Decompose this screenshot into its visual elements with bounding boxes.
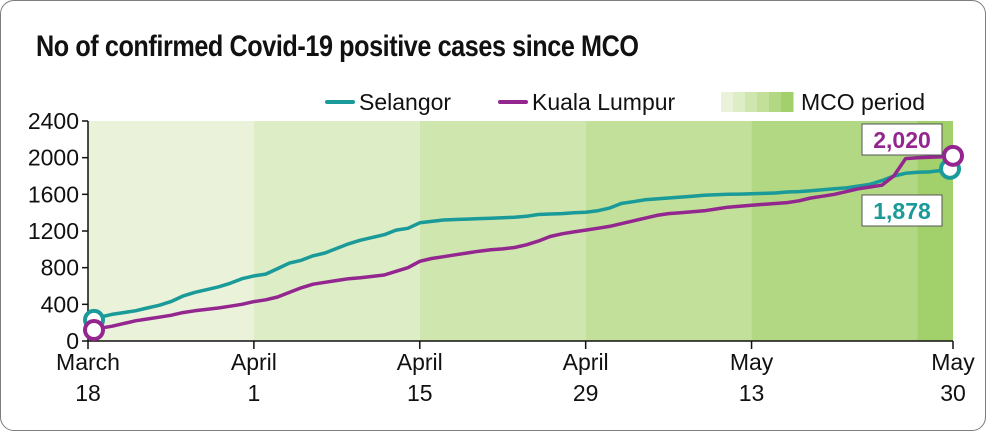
y-tick-label: 2400 bbox=[28, 108, 79, 134]
legend-swatch-mco-period bbox=[781, 92, 794, 112]
x-tick-label: April bbox=[397, 349, 443, 375]
x-tick-label: 18 bbox=[75, 380, 101, 406]
legend-label-selangor: Selangor bbox=[359, 89, 451, 115]
mco-phase-band bbox=[419, 121, 586, 341]
legend-swatch-mco-period bbox=[745, 92, 758, 112]
legend-label-mco-period: MCO period bbox=[801, 89, 925, 115]
legend-swatch-mco-period bbox=[757, 92, 770, 112]
y-tick-label: 0 bbox=[66, 328, 79, 354]
kl-end-value-label: 2,020 bbox=[873, 127, 931, 153]
y-tick-label: 1600 bbox=[28, 181, 79, 207]
x-tick-label: 30 bbox=[940, 380, 966, 406]
x-tick-label: May bbox=[730, 349, 774, 375]
x-tick-label: March bbox=[56, 349, 120, 375]
y-tick-label: 400 bbox=[41, 291, 79, 317]
x-tick-label: April bbox=[563, 349, 609, 375]
mco-phase-band bbox=[751, 121, 918, 341]
x-tick-label: 1 bbox=[247, 380, 260, 406]
series-line bbox=[86, 167, 955, 322]
selangor-end-value-label: 1,878 bbox=[873, 198, 931, 224]
y-tick-label: 1200 bbox=[28, 218, 79, 244]
series-line bbox=[86, 154, 955, 332]
selangor-end-value-box bbox=[861, 194, 943, 227]
x-tick-label: 13 bbox=[739, 380, 765, 406]
x-tick-label: 15 bbox=[407, 380, 433, 406]
x-tick-label: May bbox=[931, 349, 975, 375]
legend-label-kuala-lumpur: Kuala Lumpur bbox=[532, 89, 676, 115]
series-endpoint-marker bbox=[942, 144, 964, 167]
mco-phase-band bbox=[88, 121, 254, 341]
x-tick-label: April bbox=[231, 349, 277, 375]
series-endpoint-marker bbox=[83, 319, 105, 341]
y-tick-label: 800 bbox=[41, 255, 79, 281]
y-tick-label: 2000 bbox=[28, 145, 79, 171]
legend-swatch-mco-period bbox=[769, 92, 782, 112]
legend-swatch-mco-period bbox=[721, 92, 734, 112]
kl-end-value-box bbox=[861, 123, 943, 156]
chart-title: No of confirmed Covid-19 positive cases … bbox=[36, 30, 639, 63]
x-tick-label: 29 bbox=[573, 380, 599, 406]
mco-phase-band bbox=[585, 121, 752, 341]
legend-swatch-mco-period bbox=[733, 92, 746, 112]
